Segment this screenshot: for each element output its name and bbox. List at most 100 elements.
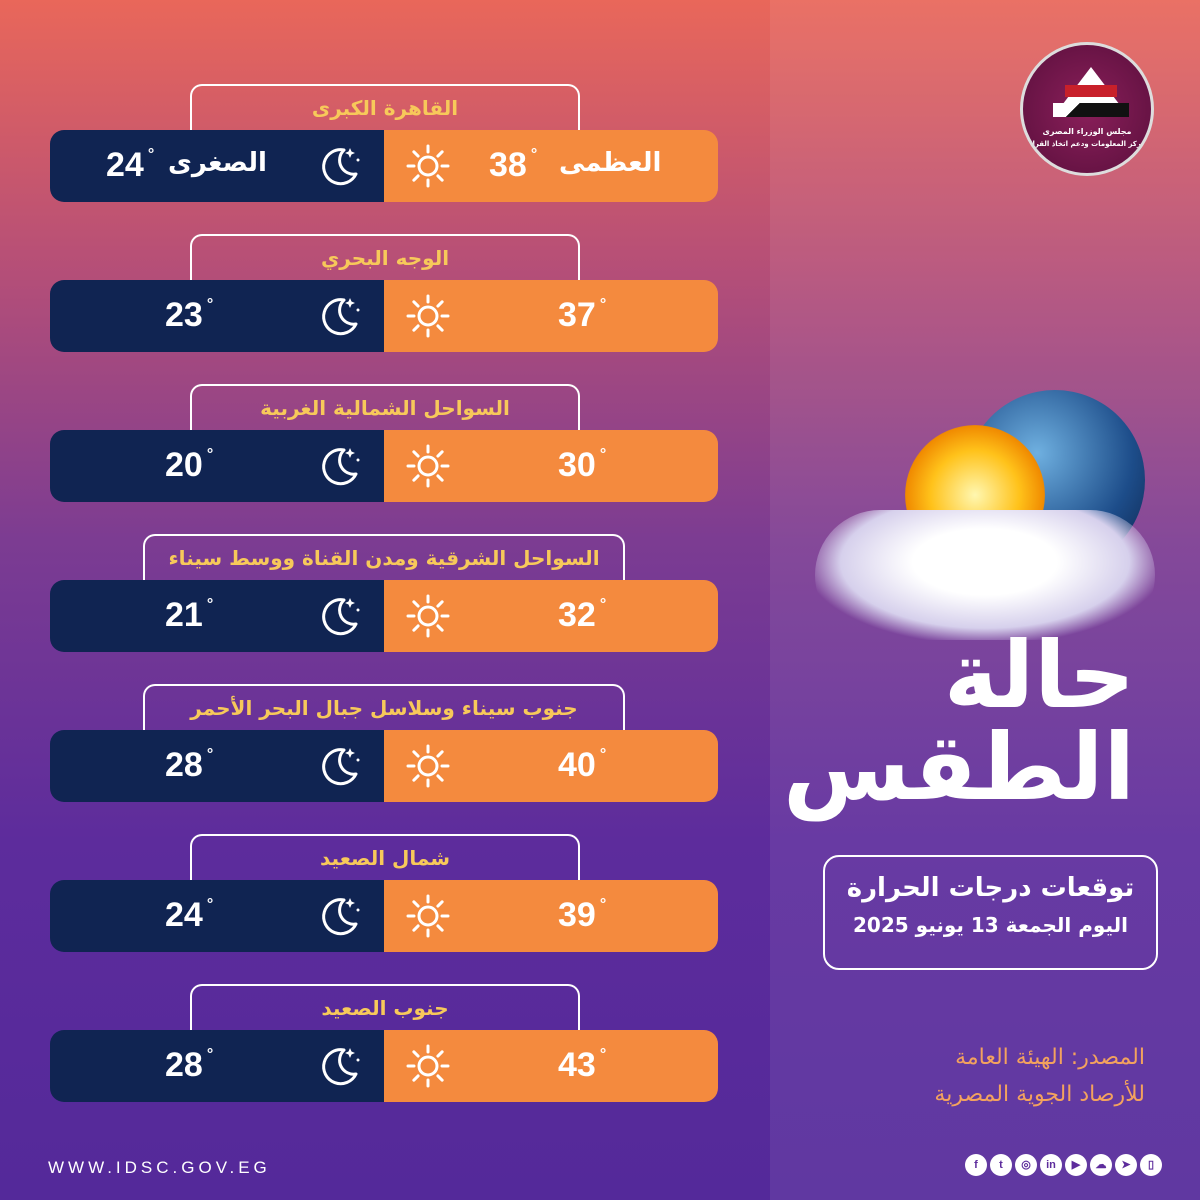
temperature-bar: الصغرى 24 ° 38 ° العظمى [50, 130, 718, 202]
degree-symbol: ° [147, 146, 155, 163]
moon-icon [314, 892, 362, 940]
temperature-bar: 20 ° 30 ° [50, 430, 718, 502]
title-line-2: الطقس [783, 714, 1135, 821]
app-icon[interactable]: ▯ [1140, 1154, 1162, 1176]
min-temp-value: 21 [165, 596, 203, 634]
region-row: 20 ° 30 ° [50, 430, 718, 502]
max-temp-value: 30 [558, 446, 596, 484]
degree-symbol: ° [206, 446, 214, 463]
sun-icon [404, 292, 452, 340]
min-temp: 24 ° [106, 146, 154, 185]
telegram-icon[interactable]: ➤ [1115, 1154, 1137, 1176]
max-temp-value: 40 [558, 746, 596, 784]
degree-symbol: ° [599, 296, 607, 313]
region-row: 23 ° 37 ° [50, 280, 718, 352]
min-temp-section: 28 ° [50, 730, 384, 802]
max-temp-value: 38 [489, 146, 527, 184]
forecast-box: توقعات درجات الحرارة اليوم الجمعة 13 يون… [823, 855, 1158, 970]
min-temp-value: 24 [106, 146, 144, 184]
linkedin-icon[interactable]: in [1040, 1154, 1062, 1176]
degree-symbol: ° [599, 446, 607, 463]
facebook-icon[interactable]: f [965, 1154, 987, 1176]
temperature-bar: 23 ° 37 ° [50, 280, 718, 352]
degree-symbol: ° [530, 146, 538, 163]
sun-icon [404, 742, 452, 790]
sun-icon [404, 142, 452, 190]
forecast-heading: توقعات درجات الحرارة [846, 873, 1135, 903]
min-temp-value: 28 [165, 746, 203, 784]
degree-symbol: ° [206, 1046, 214, 1063]
min-temp-section: 20 ° [50, 430, 384, 502]
region-row: 28 ° 40 ° [50, 730, 718, 802]
sun-icon [404, 592, 452, 640]
max-temp: 32 ° [558, 596, 606, 635]
min-temp-section: 24 ° [50, 880, 384, 952]
region-row: 21 ° 32 ° [50, 580, 718, 652]
min-temp-section: 28 ° [50, 1030, 384, 1102]
temperature-bar: 28 ° 40 ° [50, 730, 718, 802]
moon-icon [314, 142, 362, 190]
degree-symbol: ° [206, 896, 214, 913]
region-name: القاهرة الكبرى [190, 84, 580, 134]
min-temp: 28 ° [165, 1046, 213, 1085]
max-temp: 40 ° [558, 746, 606, 785]
degree-symbol: ° [599, 1046, 607, 1063]
sun-icon [404, 892, 452, 940]
max-temp: 37 ° [558, 296, 606, 335]
degree-symbol: ° [206, 296, 214, 313]
moon-icon [314, 742, 362, 790]
min-temp: 20 ° [165, 446, 213, 485]
title-line-1: حالة [943, 622, 1135, 729]
social-icons: f t ◎ in ▶ ☁ ➤ ▯ [965, 1154, 1162, 1176]
min-temp: 21 ° [165, 596, 213, 635]
max-temp: 38 ° [489, 146, 537, 185]
min-label: الصغرى [168, 148, 267, 178]
min-temp-value: 20 [165, 446, 203, 484]
max-temp-value: 39 [558, 896, 596, 934]
source-line-2: للأرصاد الجوية المصرية [934, 1082, 1145, 1107]
max-temp-value: 32 [558, 596, 596, 634]
temperature-bar: 24 ° 39 ° [50, 880, 718, 952]
max-temp-value: 43 [558, 1046, 596, 1084]
moon-icon [314, 592, 362, 640]
soundcloud-icon[interactable]: ☁ [1090, 1154, 1112, 1176]
max-label: العظمى [559, 148, 662, 178]
region-row: 28 ° 43 ° [50, 1030, 718, 1102]
region-name: جنوب سيناء وسلاسل جبال البحر الأحمر [143, 684, 625, 734]
region-name: السواحل الشمالية الغربية [190, 384, 580, 434]
max-temp-section: 38 ° العظمى [384, 130, 718, 202]
degree-symbol: ° [599, 896, 607, 913]
region-name: الوجه البحري [190, 234, 580, 284]
region-name: جنوب الصعيد [190, 984, 580, 1034]
idsc-logo: مجلس الوزراء المصرى مركز المعلومات ودعم … [1020, 42, 1154, 176]
max-temp-section: 30 ° [384, 430, 718, 502]
twitter-icon[interactable]: t [990, 1154, 1012, 1176]
min-temp: 28 ° [165, 746, 213, 785]
min-temp-value: 23 [165, 296, 203, 334]
max-temp-section: 32 ° [384, 580, 718, 652]
moon-icon [314, 292, 362, 340]
max-temp: 43 ° [558, 1046, 606, 1085]
degree-symbol: ° [206, 746, 214, 763]
min-temp: 24 ° [165, 896, 213, 935]
region-row: الصغرى 24 ° 38 ° العظمى [50, 130, 718, 202]
region-row: 24 ° 39 ° [50, 880, 718, 952]
youtube-icon[interactable]: ▶ [1065, 1154, 1087, 1176]
max-temp: 39 ° [558, 896, 606, 935]
cloud-icon [815, 510, 1155, 640]
min-temp-value: 28 [165, 1046, 203, 1084]
min-temp-section: 21 ° [50, 580, 384, 652]
temperature-bar: 28 ° 43 ° [50, 1030, 718, 1102]
forecast-date: اليوم الجمعة 13 يونيو 2025 [853, 913, 1128, 937]
max-temp-section: 40 ° [384, 730, 718, 802]
region-name: السواحل الشرقية ومدن القناة ووسط سيناء [143, 534, 625, 584]
weather-illustration [805, 370, 1165, 660]
degree-symbol: ° [599, 746, 607, 763]
logo-text-2: مركز المعلومات ودعم اتخاذ القرار [1028, 140, 1146, 148]
min-temp-section: الصغرى 24 ° [50, 130, 384, 202]
website-link[interactable]: WWW.IDSC.GOV.EG [48, 1158, 271, 1177]
min-temp: 23 ° [165, 296, 213, 335]
instagram-icon[interactable]: ◎ [1015, 1154, 1037, 1176]
moon-icon [314, 1042, 362, 1090]
